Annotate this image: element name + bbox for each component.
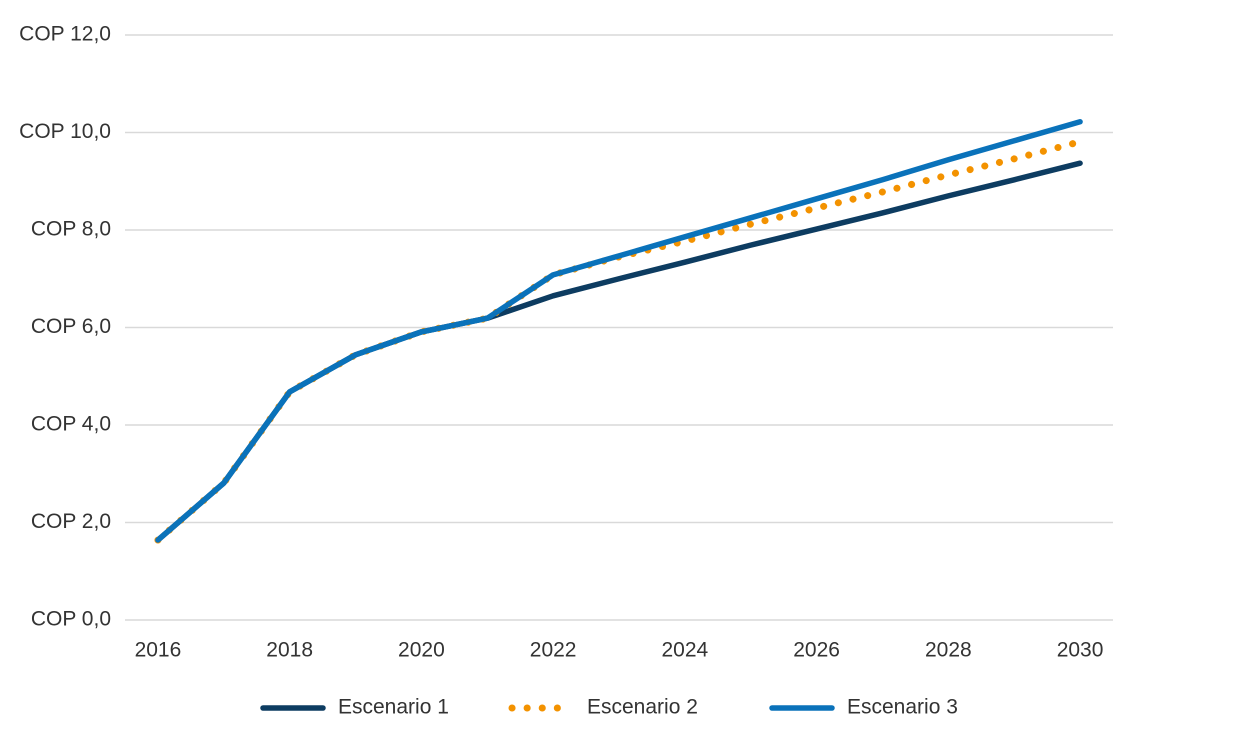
legend-label: Escenario 2 bbox=[587, 696, 698, 719]
series-line bbox=[155, 160, 1083, 543]
x-tick-label: 2020 bbox=[398, 639, 445, 662]
x-tick-label: 2026 bbox=[793, 639, 840, 662]
x-tick-label: 2028 bbox=[925, 639, 972, 662]
y-tick-label: COP 12,0 bbox=[19, 23, 111, 46]
legend-label: Escenario 1 bbox=[338, 696, 449, 719]
y-tick-label: COP 6,0 bbox=[31, 315, 111, 338]
x-tick-label: 2030 bbox=[1057, 639, 1104, 662]
y-tick-label: COP 2,0 bbox=[31, 510, 111, 533]
x-tick-label: 2022 bbox=[530, 639, 577, 662]
series-line bbox=[155, 119, 1083, 543]
y-tick-label: COP 4,0 bbox=[31, 413, 111, 436]
x-tick-label: 2018 bbox=[266, 639, 313, 662]
series-line bbox=[154, 138, 1084, 544]
y-tick-label: COP 8,0 bbox=[31, 218, 111, 241]
x-tick-label: 2024 bbox=[662, 639, 709, 662]
y-tick-label: COP 10,0 bbox=[19, 120, 111, 143]
x-tick-label: 2016 bbox=[135, 639, 182, 662]
y-tick-label: COP 0,0 bbox=[31, 608, 111, 631]
legend-label: Escenario 3 bbox=[847, 696, 958, 719]
